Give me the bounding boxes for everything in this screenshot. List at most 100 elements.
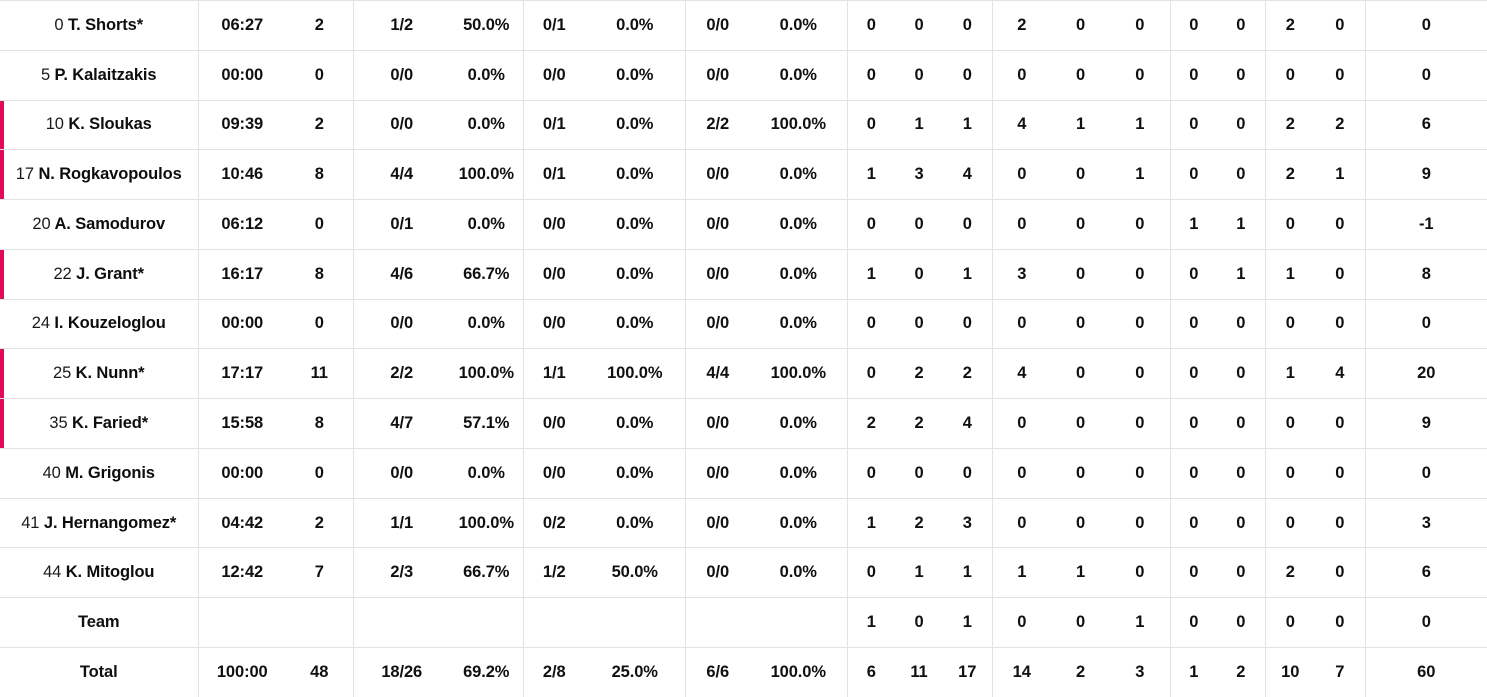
- stat-cell-3fg-pct: 0.0%: [585, 49, 685, 101]
- stat-cell-pir: 9: [1364, 149, 1487, 200]
- stat-cell-ast: 1: [991, 547, 1051, 598]
- stat-cell-pir: 8: [1364, 248, 1487, 300]
- stat-cell-foul-cm: 2: [1264, 547, 1315, 598]
- stat-cell-to: 0: [1110, 447, 1170, 499]
- stat-cell-foul-cm: 2: [1264, 99, 1315, 150]
- player-name: K. Mitoglou: [65, 563, 155, 582]
- stat-cell-pts: 7: [286, 547, 353, 598]
- stat-cell-stl: 0: [1051, 447, 1110, 499]
- on-court-indicator: [0, 399, 4, 448]
- stat-cell-stl: 0: [1051, 49, 1110, 101]
- stat-cell-3fg: 1/1: [522, 348, 585, 399]
- stat-cell-reb-tot: 0: [943, 447, 992, 499]
- stat-cell-blk-ag: 1: [1217, 199, 1265, 250]
- player-cell[interactable]: 17 N. Rogkavopoulos: [0, 149, 198, 200]
- stat-cell-min: 00:00: [197, 298, 286, 349]
- stat-cell-pts: 0: [286, 447, 353, 499]
- player-cell[interactable]: 41 J. Hernangomez*: [0, 497, 198, 548]
- player-cell[interactable]: 0 T. Shorts*: [0, 0, 198, 51]
- stat-cell-blk-fv: 0: [1169, 298, 1217, 349]
- stat-cell-foul-cm: 0: [1264, 199, 1315, 250]
- stat-cell-pts: 11: [286, 348, 353, 399]
- stat-cell-to: 1: [1110, 597, 1170, 648]
- stat-cell-pir: 0: [1364, 0, 1487, 51]
- player-cell[interactable]: 20 A. Samodurov: [0, 199, 198, 250]
- stat-cell-blk-ag: 2: [1217, 646, 1265, 697]
- player-row: 40 M. Grigonis 00:00 0 0/0 0.0% 0/0 0.0% 0/0 0.0…: [0, 447, 1487, 499]
- stat-cell-foul-cm: 1: [1264, 248, 1315, 300]
- player-name: J. Grant*: [76, 264, 144, 283]
- stat-cell-stl: 1: [1051, 547, 1110, 598]
- stat-cell-reb-off: 0: [846, 199, 895, 250]
- player-cell[interactable]: 44 K. Mitoglou: [0, 547, 198, 598]
- stat-cell-blk-fv: 0: [1169, 99, 1217, 150]
- stat-cell-blk-fv: 1: [1169, 646, 1217, 697]
- player-name: K. Nunn*: [75, 364, 145, 383]
- player-cell[interactable]: 40 M. Grigonis: [0, 447, 198, 499]
- player-name: N. Rogkavopoulos: [38, 165, 182, 184]
- stat-cell-ast: 0: [991, 298, 1051, 349]
- player-cell[interactable]: 25 K. Nunn*: [0, 348, 198, 399]
- stat-cell-pir: 0: [1364, 447, 1487, 499]
- stat-cell-ast: 14: [991, 646, 1051, 697]
- stat-cell-ft-pct: 0.0%: [750, 199, 847, 250]
- stat-cell-2fg-pct: 66.7%: [450, 547, 523, 598]
- stat-cell-reb-tot: 2: [943, 348, 992, 399]
- stat-cell-to: 0: [1110, 298, 1170, 349]
- stat-cell-3fg: 0/1: [522, 149, 585, 200]
- stat-cell-2fg-pct: 100.0%: [450, 348, 523, 399]
- stat-cell-3fg: 0/0: [522, 447, 585, 499]
- stat-cell-pir: 0: [1364, 597, 1487, 648]
- stat-cell-stl: 0: [1051, 199, 1110, 250]
- stat-cell-ft: 0/0: [684, 149, 750, 200]
- stat-cell-pir: 6: [1364, 547, 1487, 598]
- stat-cell-2fg-pct: 0.0%: [450, 99, 523, 150]
- stat-cell-ft-pct: 0.0%: [750, 447, 847, 499]
- stat-cell-reb-off: 6: [846, 646, 895, 697]
- stat-cell-2fg: 1/2: [352, 0, 450, 51]
- player-cell[interactable]: 10 K. Sloukas: [0, 99, 198, 150]
- stat-cell-blk-ag: 0: [1217, 99, 1265, 150]
- stat-cell-ft: 0/0: [684, 497, 750, 548]
- stat-cell-pts: 2: [286, 497, 353, 548]
- jersey-number: 20: [32, 214, 51, 233]
- stat-cell-blk-fv: 0: [1169, 49, 1217, 101]
- player-cell[interactable]: 24 I. Kouzeloglou: [0, 298, 198, 349]
- stat-cell-3fg: [522, 597, 585, 648]
- player-cell[interactable]: 5 P. Kalaitzakis: [0, 49, 198, 101]
- player-row: 22 J. Grant* 16:17 8 4/6 66.7% 0/0 0.0% 0/0 0.0%…: [0, 248, 1487, 300]
- stat-cell-reb-tot: 0: [943, 199, 992, 250]
- stat-cell-to: 1: [1110, 99, 1170, 150]
- stat-cell-2fg: [352, 597, 450, 648]
- stat-cell-blk-fv: 0: [1169, 497, 1217, 548]
- player-name: J. Hernangomez*: [43, 513, 177, 532]
- stat-cell-pir: 20: [1364, 348, 1487, 399]
- stat-cell-foul-rv: 0: [1315, 0, 1365, 51]
- stat-cell-to: 0: [1110, 199, 1170, 250]
- stat-cell-blk-fv: 0: [1169, 597, 1217, 648]
- stat-cell-3fg-pct: 0.0%: [585, 199, 685, 250]
- player-name: I. Kouzeloglou: [54, 314, 166, 333]
- stat-cell-min: 00:00: [197, 49, 286, 101]
- stat-cell-ft: 2/2: [684, 99, 750, 150]
- player-row: 10 K. Sloukas 09:39 2 0/0 0.0% 0/1 0.0% 2/2 100.…: [0, 99, 1487, 150]
- stat-cell-reb-def: 0: [895, 298, 943, 349]
- stat-cell-ast: 2: [991, 0, 1051, 51]
- player-cell[interactable]: 22 J. Grant*: [0, 248, 198, 300]
- stat-cell-blk-ag: 0: [1217, 298, 1265, 349]
- stat-cell-reb-tot: 4: [943, 398, 992, 449]
- player-name: K. Faried*: [72, 414, 149, 432]
- stat-cell-ft: [684, 597, 750, 648]
- stat-cell-to: 0: [1110, 348, 1170, 399]
- stat-cell-pts: 8: [286, 248, 353, 300]
- stat-cell-ft: 0/0: [684, 49, 750, 101]
- stat-cell-foul-rv: 1: [1315, 149, 1365, 200]
- stat-cell-to: 0: [1110, 248, 1170, 300]
- stat-cell-blk-ag: 0: [1217, 348, 1265, 399]
- stat-cell-2fg: 2/2: [352, 348, 450, 399]
- stat-cell-blk-fv: 0: [1169, 248, 1217, 300]
- stat-cell-reb-off: 1: [846, 497, 895, 548]
- stat-cell-to: 1: [1110, 149, 1170, 200]
- player-cell[interactable]: 35 K. Faried*: [0, 398, 198, 449]
- stat-cell-ft-pct: 100.0%: [750, 99, 847, 150]
